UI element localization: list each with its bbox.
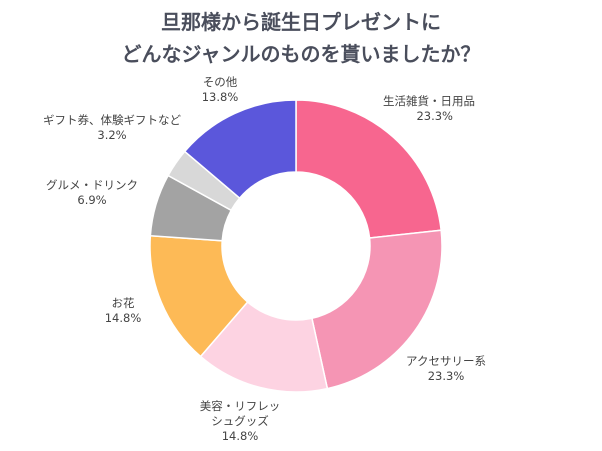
label-accessories: アクセサリー系 23.3% bbox=[396, 354, 496, 384]
label-text: その他 bbox=[202, 75, 238, 89]
label-value: 14.8% bbox=[221, 429, 259, 443]
label-text: お花 bbox=[111, 296, 135, 310]
label-value: 23.3% bbox=[416, 109, 453, 123]
label-daily-goods: 生活雑貨・日用品 23.3% bbox=[355, 94, 475, 124]
label-flowers: お花 14.8% bbox=[98, 296, 148, 326]
label-value: 14.8% bbox=[104, 311, 142, 325]
label-other: その他 13.8% bbox=[190, 75, 250, 105]
donut-slice-1 bbox=[311, 229, 443, 390]
chart-title: 旦那様から誕生日プレゼントに どんなジャンルのものを貰いましたか？ bbox=[0, 6, 602, 70]
donut-slice-6 bbox=[183, 99, 297, 200]
label-text: ギフト券、体験ギフトなど bbox=[43, 113, 181, 127]
label-value: 23.3% bbox=[427, 369, 465, 383]
label-text-2: シュグッズ bbox=[211, 414, 269, 428]
donut-slice-0 bbox=[295, 99, 442, 239]
label-value: 3.2% bbox=[97, 128, 127, 142]
label-value: 6.9% bbox=[77, 193, 107, 207]
label-text: グルメ・ドリンク bbox=[46, 178, 138, 192]
label-value: 13.8% bbox=[201, 90, 239, 104]
label-gourmet: グルメ・ドリンク 6.9% bbox=[42, 178, 142, 208]
label-text-1: 美容・リフレッ bbox=[199, 399, 281, 413]
label-text: 生活雑貨・日用品 bbox=[383, 94, 475, 108]
label-text: アクセサリー系 bbox=[406, 354, 486, 368]
label-beauty: 美容・リフレッ シュグッズ 14.8% bbox=[190, 399, 290, 444]
label-gift-cards: ギフト券、体験ギフトなど 3.2% bbox=[42, 113, 182, 143]
title-line-1: 旦那様から誕生日プレゼントに bbox=[161, 10, 441, 34]
title-line-2: どんなジャンルのものを貰いましたか？ bbox=[121, 42, 481, 66]
